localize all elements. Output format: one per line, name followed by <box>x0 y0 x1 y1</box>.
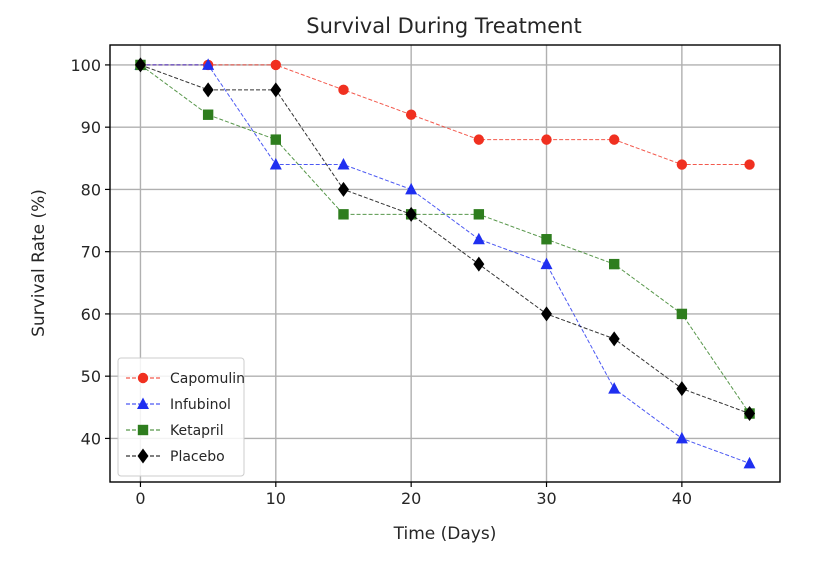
y-tick-label: 70 <box>81 243 101 262</box>
legend-marker <box>137 448 149 464</box>
placebo-point <box>405 206 417 222</box>
series-capomulin <box>135 59 755 170</box>
y-tick-label: 100 <box>70 56 101 75</box>
y-tick-label: 50 <box>81 367 101 386</box>
capomulin-point <box>338 84 349 96</box>
y-tick-label: 80 <box>81 180 101 199</box>
legend-entry-capomulin: Capomulin <box>126 371 245 387</box>
placebo-point <box>337 181 349 197</box>
legend-label: Capomulin <box>170 371 245 387</box>
infubinol-point <box>472 232 485 245</box>
x-tick-label: 20 <box>401 489 421 508</box>
legend: Capomulin Infubinol Ketapril Placebo <box>117 357 245 477</box>
y-tick-label: 60 <box>81 305 101 324</box>
placebo-point <box>541 306 553 322</box>
ketapril-point <box>541 234 552 245</box>
y-tick-label: 90 <box>81 118 101 137</box>
x-tick-label: 10 <box>266 489 286 508</box>
capomulin-point <box>541 134 552 145</box>
plot-frame <box>109 44 781 483</box>
capomulin-point <box>608 134 620 145</box>
placebo-point <box>134 57 146 73</box>
capomulin-line <box>140 64 750 166</box>
legend-entry-infubinol: Infubinol <box>126 397 231 413</box>
placebo-point <box>676 381 688 397</box>
x-tick-label: 0 <box>135 489 145 508</box>
infubinol-point <box>337 158 350 170</box>
tick-layer: 0 10 20 30 40 40 50 60 70 80 90 100 <box>70 56 692 508</box>
infubinol-point <box>608 382 621 394</box>
capomulin-point <box>405 109 417 120</box>
infubinol-point <box>405 182 418 195</box>
series-placebo <box>134 57 756 422</box>
legend-marker <box>137 424 149 436</box>
capomulin-point <box>270 59 282 71</box>
infubinol-point <box>202 58 215 70</box>
legend-box <box>117 357 245 477</box>
legend-entry-placebo: Placebo <box>126 448 225 465</box>
legend-marker <box>137 397 149 409</box>
placebo-point <box>744 406 756 422</box>
infubinol-point <box>540 257 553 270</box>
y-tick-label: 40 <box>81 429 101 448</box>
ketapril-point <box>270 134 282 145</box>
placebo-point <box>270 82 282 98</box>
infubinol-point <box>675 431 688 444</box>
infubinol-point <box>269 158 282 170</box>
x-axis-label: Time (Days) <box>393 524 497 544</box>
y-axis-label: Survival Rate (%) <box>29 189 49 337</box>
ketapril-point <box>202 109 214 120</box>
capomulin-point <box>676 159 688 170</box>
ketapril-point <box>473 209 485 220</box>
infubinol-line <box>140 64 750 464</box>
series-layer <box>134 57 756 469</box>
x-tick-label: 30 <box>536 489 556 508</box>
ketapril-point <box>338 209 349 220</box>
ketapril-point <box>608 258 620 270</box>
ketapril-point <box>676 308 688 320</box>
legend-label: Ketapril <box>170 423 224 439</box>
placebo-line <box>140 64 750 414</box>
capomulin-point <box>744 159 755 170</box>
placebo-point <box>202 82 214 98</box>
placebo-point <box>608 331 620 347</box>
legend-label: Placebo <box>170 449 225 465</box>
x-tick-label: 40 <box>672 489 692 508</box>
ketapril-line <box>140 64 750 414</box>
legend-entry-ketapril: Ketapril <box>126 423 224 439</box>
legend-label: Infubinol <box>170 397 231 413</box>
placebo-point <box>473 256 485 272</box>
legend-marker <box>137 372 149 384</box>
infubinol-point <box>743 456 756 469</box>
capomulin-point <box>473 134 485 145</box>
chart-title: Survival During Treatment <box>306 14 581 38</box>
